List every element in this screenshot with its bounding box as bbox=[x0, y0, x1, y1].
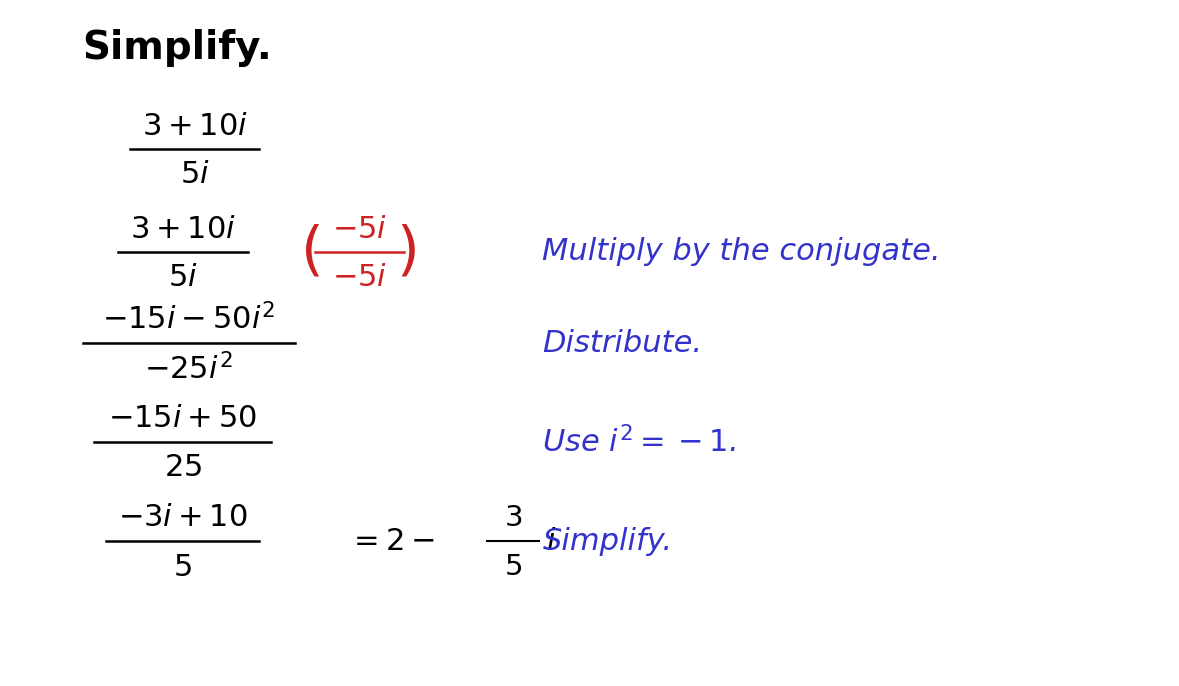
Text: $-5i$: $-5i$ bbox=[332, 215, 387, 244]
Text: $-25i^2$: $-25i^2$ bbox=[144, 353, 233, 386]
Text: $-5i$: $-5i$ bbox=[332, 263, 387, 292]
Text: $= 2 -$: $= 2 -$ bbox=[348, 527, 435, 556]
Text: (: ( bbox=[301, 223, 324, 281]
Text: $3 + 10i$: $3 + 10i$ bbox=[141, 113, 248, 141]
Text: $-15i+50$: $-15i+50$ bbox=[108, 404, 257, 433]
Text: $5i$: $5i$ bbox=[179, 161, 210, 189]
Text: $3+10i$: $3+10i$ bbox=[130, 215, 236, 244]
Text: $-15i - 50i^2$: $-15i - 50i^2$ bbox=[103, 303, 275, 335]
Text: Simplify.: Simplify. bbox=[83, 29, 272, 67]
Text: $-3i + 10$: $-3i + 10$ bbox=[118, 504, 248, 532]
Text: Multiply by the conjugate.: Multiply by the conjugate. bbox=[542, 237, 941, 266]
Text: Distribute.: Distribute. bbox=[542, 329, 703, 357]
Text: $5$: $5$ bbox=[173, 553, 192, 582]
Text: $5$: $5$ bbox=[503, 554, 522, 581]
Text: ): ) bbox=[396, 223, 420, 281]
Text: $25$: $25$ bbox=[164, 453, 202, 482]
Text: $i$: $i$ bbox=[546, 527, 556, 556]
Text: Use $i^2 = -1$.: Use $i^2 = -1$. bbox=[542, 425, 736, 458]
Text: $5i$: $5i$ bbox=[167, 263, 198, 292]
Text: $3$: $3$ bbox=[503, 504, 522, 532]
Text: Simplify.: Simplify. bbox=[542, 527, 672, 556]
